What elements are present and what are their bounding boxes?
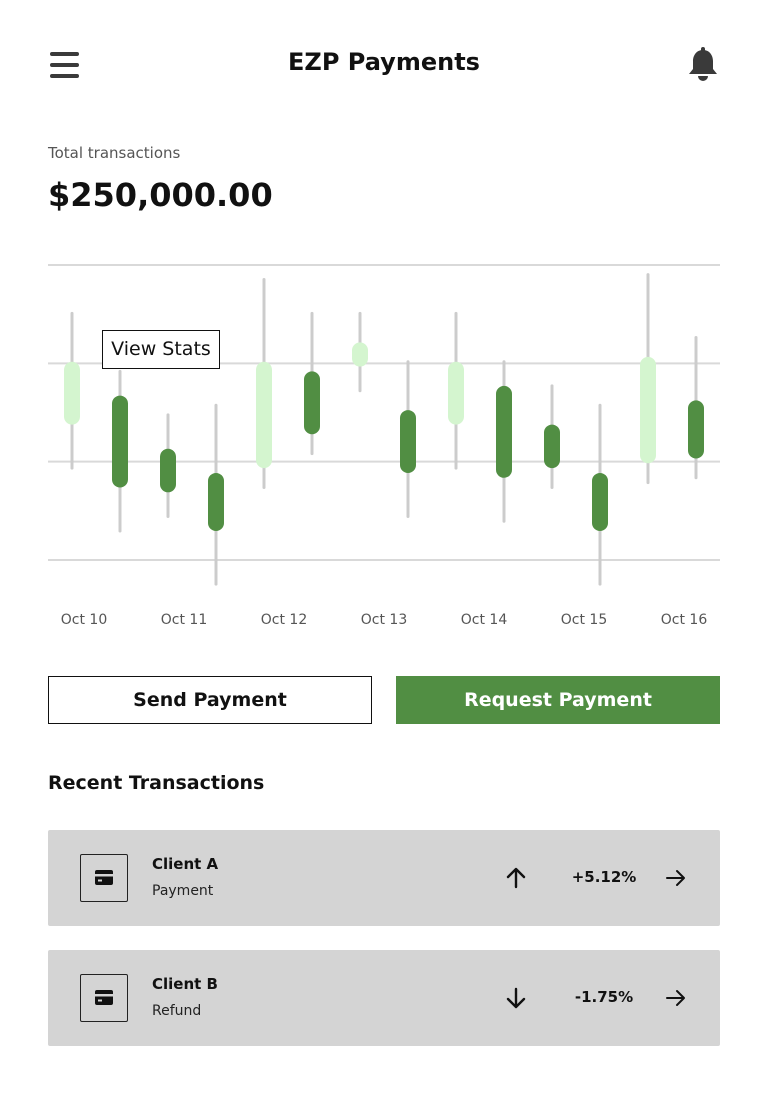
arrow-right-icon[interactable]: [664, 866, 688, 890]
candle-body: [688, 400, 704, 459]
transaction-client-name: Client A: [152, 855, 219, 873]
x-axis-tick-label: Oct 13: [361, 612, 407, 628]
candle-body: [304, 371, 320, 435]
x-axis-tick-label: Oct 11: [161, 612, 207, 628]
x-axis-tick-label: Oct 14: [461, 612, 508, 628]
send-payment-button[interactable]: Send Payment: [48, 676, 372, 724]
transaction-row-client-b[interactable]: Client B Refund -1.75%: [48, 950, 720, 1046]
candle-body: [400, 410, 416, 473]
arrow-down-icon: [504, 986, 528, 1010]
x-axis-tick-label: Oct 16: [661, 612, 708, 628]
view-stats-tooltip[interactable]: View Stats: [102, 330, 220, 369]
transaction-change: +5.12%: [571, 868, 637, 886]
candle-body: [208, 472, 224, 531]
transaction-type: Payment: [152, 883, 214, 899]
arrow-right-icon[interactable]: [664, 986, 688, 1010]
candle-body: [496, 385, 512, 478]
bell-icon[interactable]: [686, 47, 720, 83]
transaction-change: -1.75%: [574, 988, 634, 1006]
candle-body: [640, 356, 656, 464]
transaction-type: Refund: [152, 1003, 202, 1019]
candle-body: [256, 361, 272, 469]
candle-body: [352, 342, 368, 367]
credit-card-icon: [80, 974, 128, 1022]
transaction-client-name: Client B: [152, 975, 218, 993]
hamburger-menu-icon[interactable]: [50, 52, 79, 78]
page-title: EZP Payments: [288, 48, 480, 76]
credit-card-icon: [80, 854, 128, 902]
candle-body: [592, 472, 608, 531]
total-transactions-label: Total transactions: [48, 144, 181, 162]
candle-body: [544, 424, 560, 469]
candle-body: [448, 361, 464, 425]
recent-transactions-heading: Recent Transactions: [48, 772, 265, 794]
app-header: EZP Payments: [0, 0, 768, 130]
transaction-row-client-a[interactable]: Client A Payment +5.12%: [48, 830, 720, 926]
x-axis-tick-label: Oct 15: [561, 612, 607, 628]
candle-body: [64, 361, 80, 425]
request-payment-button[interactable]: Request Payment: [396, 676, 720, 724]
x-axis-tick-label: Oct 12: [261, 612, 307, 628]
x-axis-tick-label: Oct 10: [61, 612, 107, 628]
candlestick-chart: Oct 10 Oct 11 Oct 12 Oct 13 Oct 14 Oct 15 Oct …: [48, 264, 720, 628]
candle-body: [112, 395, 128, 488]
total-transactions-amount: $250,000.00: [48, 176, 273, 214]
candle-body: [160, 448, 176, 493]
arrow-up-icon: [504, 866, 528, 890]
